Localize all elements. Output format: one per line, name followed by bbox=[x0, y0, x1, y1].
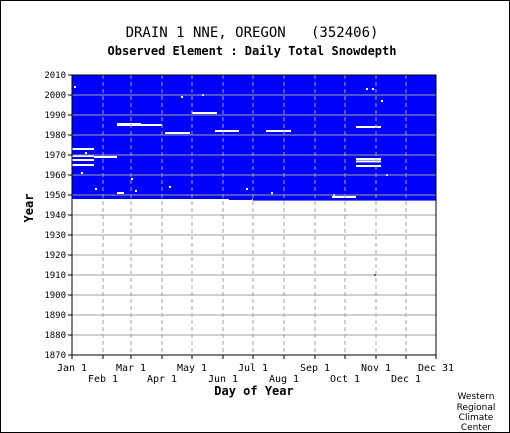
missing-data-gap-0 bbox=[72, 148, 94, 150]
y-tick-label-1870: 1870 bbox=[44, 351, 66, 361]
x-tick-label-152: Jun 1 bbox=[208, 374, 238, 385]
observed-data-edge-0 bbox=[229, 199, 252, 200]
y-tick-label-1950: 1950 bbox=[44, 191, 66, 201]
y-tick-label-2000: 2000 bbox=[44, 91, 66, 101]
data-speck-11 bbox=[81, 172, 83, 174]
x-tick-label-91: Apr 1 bbox=[147, 374, 177, 385]
data-speck-1 bbox=[181, 96, 183, 98]
x-tick-label-182: Jul 1 bbox=[238, 363, 268, 374]
chart-title: DRAIN 1 NNE, OREGON (352406) bbox=[126, 25, 379, 41]
y-tick-label-2010: 2010 bbox=[44, 71, 66, 81]
x-tick-label-1: Jan 1 bbox=[57, 363, 87, 374]
data-speck-4 bbox=[372, 88, 374, 90]
y-tick-label-1900: 1900 bbox=[44, 291, 66, 301]
x-tick-label-365: Dec 31 bbox=[418, 363, 454, 374]
missing-data-gap-15 bbox=[356, 165, 381, 167]
data-speck-7 bbox=[131, 178, 133, 180]
missing-data-gap-12 bbox=[356, 126, 381, 128]
data-speck-12 bbox=[246, 188, 248, 190]
x-tick-label-244: Sep 1 bbox=[300, 363, 330, 374]
credit-block: Western Regional Climate Center bbox=[457, 392, 496, 433]
credit-line-4: Center bbox=[461, 423, 492, 433]
missing-data-gap-14 bbox=[356, 160, 381, 163]
y-tick-label-1880: 1880 bbox=[44, 331, 66, 341]
missing-data-gap-9 bbox=[215, 130, 239, 132]
y-tick-label-1990: 1990 bbox=[44, 111, 66, 121]
data-speck-13 bbox=[271, 192, 273, 194]
y-tick-label-1910: 1910 bbox=[44, 271, 66, 281]
grid-layer bbox=[68, 74, 437, 359]
missing-data-gap-16 bbox=[117, 192, 124, 194]
data-speck-10 bbox=[169, 186, 171, 188]
x-tick-label-60: Mar 1 bbox=[116, 363, 146, 374]
missing-data-gap-1 bbox=[72, 155, 94, 157]
data-speck-0 bbox=[74, 86, 76, 88]
credit-line-3: Climate bbox=[459, 413, 494, 423]
observed-data-edge-1 bbox=[253, 199, 436, 201]
y-tick-label-1970: 1970 bbox=[44, 151, 66, 161]
y-tick-label-1930: 1930 bbox=[44, 231, 66, 241]
plot-border bbox=[71, 74, 437, 356]
missing-data-gap-6 bbox=[117, 123, 141, 125]
data-speck-6 bbox=[85, 152, 87, 154]
y-tick-label-1920: 1920 bbox=[44, 251, 66, 261]
data-speck-8 bbox=[135, 190, 137, 192]
y-tick-label-1940: 1940 bbox=[44, 211, 66, 221]
y-tick-labels: 1870 1880 1890 1900 1910 1920 1930 1940 1950 1960… bbox=[44, 71, 66, 361]
data-speck-3 bbox=[366, 88, 368, 90]
missing-data-gap-11 bbox=[332, 196, 356, 198]
missing-data-gap-13 bbox=[356, 158, 381, 160]
y-tick-label-1960: 1960 bbox=[44, 171, 66, 181]
y-axis-label: Year bbox=[22, 194, 36, 223]
missing-data-gap-4 bbox=[72, 164, 94, 166]
data-speck-5 bbox=[381, 100, 383, 102]
data-layer bbox=[72, 75, 436, 276]
x-tick-label-121: May 1 bbox=[177, 363, 207, 374]
chart-subtitle: Observed Element : Daily Total Snowdepth bbox=[108, 44, 397, 58]
data-speck-9 bbox=[95, 188, 97, 190]
missing-data-gap-8 bbox=[192, 112, 217, 114]
x-tick-label-32: Feb 1 bbox=[88, 374, 118, 385]
x-tick-label-274: Oct 1 bbox=[330, 374, 360, 385]
missing-data-gap-10 bbox=[266, 130, 291, 132]
x-tick-label-213: Aug 1 bbox=[269, 374, 299, 385]
x-tick-label-335: Dec 1 bbox=[391, 374, 421, 385]
x-tick-label-305: Nov 1 bbox=[361, 363, 391, 374]
y-tick-label-1980: 1980 bbox=[44, 131, 66, 141]
missing-data-gap-7 bbox=[165, 132, 190, 134]
missing-data-gap-2 bbox=[94, 156, 117, 158]
x-axis-label: Day of Year bbox=[214, 384, 293, 398]
missing-data-gap-3 bbox=[72, 159, 94, 161]
credit-line-1: Western bbox=[458, 392, 495, 402]
y-tick-label-1890: 1890 bbox=[44, 311, 66, 321]
x-tick-labels: Jan 1 Mar 1 May 1 Jul 1 Sep 1 Nov 1 Dec 31 Feb … bbox=[57, 363, 454, 385]
credit-line-2: Regional bbox=[457, 403, 496, 413]
observed-data-block bbox=[72, 75, 436, 199]
